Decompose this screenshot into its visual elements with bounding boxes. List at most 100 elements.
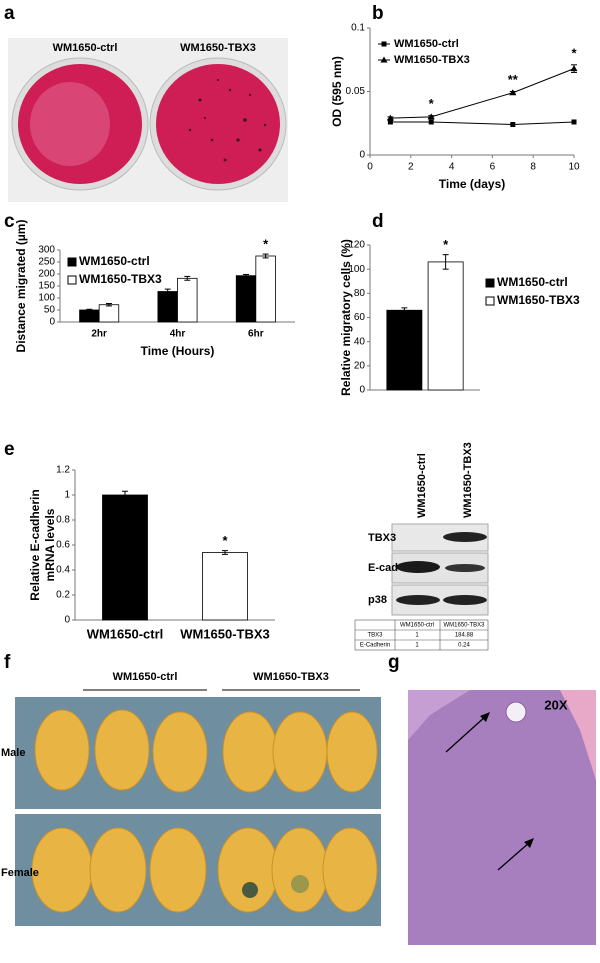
legend-label: WM1650-ctrl bbox=[394, 38, 459, 50]
point bbox=[570, 65, 578, 72]
x-tick-label: WM1650-TBX3 bbox=[180, 626, 270, 641]
y-tick-label: 300 bbox=[38, 245, 55, 256]
table-cell: TBX3 bbox=[367, 633, 383, 639]
y-tick-label: 0.05 bbox=[346, 86, 366, 97]
y-axis-label: Relative migratory cells (%) bbox=[339, 239, 353, 396]
group-label: WM1650-ctrl bbox=[113, 671, 178, 683]
blot bbox=[391, 523, 489, 616]
table-cell: 1 bbox=[415, 643, 419, 649]
legend-label: WM1650-TBX3 bbox=[79, 272, 162, 286]
x-tick-label: 4 bbox=[449, 162, 455, 173]
y-tick-label: 1 bbox=[64, 490, 70, 501]
group-label: WM1650-TBX3 bbox=[253, 671, 329, 683]
y-tick-label: 250 bbox=[38, 257, 55, 268]
bar bbox=[177, 277, 198, 323]
point bbox=[509, 89, 517, 96]
y-tick-label: 0 bbox=[49, 317, 55, 328]
series-line bbox=[390, 68, 575, 119]
significance: * bbox=[222, 533, 228, 548]
point bbox=[428, 119, 434, 125]
panel-letter: b bbox=[372, 3, 384, 24]
x-tick-label: 4hr bbox=[170, 329, 186, 340]
bar bbox=[102, 494, 148, 621]
lane-label: WM1650-TBX3 bbox=[462, 442, 474, 518]
y-tick-label: 120 bbox=[348, 240, 365, 251]
x-axis-label: Time (Hours) bbox=[141, 344, 215, 358]
bar bbox=[202, 552, 248, 621]
legend-swatch bbox=[67, 257, 77, 267]
table-cell: E-Cadherin bbox=[360, 643, 390, 649]
bar bbox=[386, 309, 423, 391]
bar bbox=[79, 309, 100, 323]
y-tick-label: 40 bbox=[354, 336, 366, 347]
bar bbox=[98, 304, 120, 323]
y-tick-label: 0.8 bbox=[56, 515, 70, 526]
significance: * bbox=[571, 45, 577, 60]
panel-letter: a bbox=[4, 3, 15, 24]
x-tick-label: 10 bbox=[568, 162, 580, 173]
panel-letter: g bbox=[388, 652, 400, 673]
x-tick-label: 2 bbox=[408, 162, 414, 173]
significance: * bbox=[443, 237, 449, 252]
y-tick-label: 100 bbox=[348, 264, 365, 275]
y-tick-label: 0.4 bbox=[56, 565, 70, 576]
table-cell: 0.24 bbox=[458, 643, 470, 649]
table-header: WM1650-TBX3 bbox=[443, 623, 485, 629]
legend-label: WM1650-ctrl bbox=[497, 275, 568, 289]
y-tick-label: 20 bbox=[354, 360, 366, 371]
series-line bbox=[390, 121, 575, 126]
panel-letter: e bbox=[4, 439, 15, 460]
row-label: Male bbox=[1, 747, 25, 759]
legend-marker bbox=[381, 41, 387, 47]
significance: ** bbox=[508, 72, 519, 87]
y-tick-label: 0.2 bbox=[56, 590, 70, 601]
legend-label: WM1650-TBX3 bbox=[497, 293, 580, 307]
y-tick-label: 150 bbox=[38, 281, 55, 292]
x-tick-label: 6 bbox=[490, 162, 496, 173]
dish-label: WM1650-TBX3 bbox=[180, 42, 256, 54]
legend-label: WM1650-TBX3 bbox=[394, 54, 470, 66]
legend-swatch bbox=[67, 275, 77, 285]
x-tick-label: 8 bbox=[530, 162, 536, 173]
y-axis-label: Relative E-cadherin bbox=[28, 489, 42, 600]
y-tick-label: 0 bbox=[359, 385, 365, 396]
y-tick-label: 80 bbox=[354, 288, 366, 299]
y-tick-label: 0 bbox=[359, 150, 365, 161]
blot-row-label: E-cad bbox=[368, 562, 398, 574]
magnification-label: 20X bbox=[544, 697, 567, 712]
y-axis-label: OD (595 nm) bbox=[330, 56, 344, 127]
legend-marker bbox=[380, 56, 388, 63]
legend-label: WM1650-ctrl bbox=[79, 254, 150, 268]
point bbox=[386, 114, 394, 121]
lane-label: WM1650-ctrl bbox=[416, 453, 428, 518]
blot-row-label: TBX3 bbox=[368, 532, 396, 544]
x-tick-label: WM1650-ctrl bbox=[87, 626, 164, 641]
row-label: Female bbox=[1, 867, 39, 879]
mouse-photo bbox=[15, 697, 381, 926]
histology-image bbox=[408, 690, 596, 945]
table-cell: 184.88 bbox=[455, 633, 474, 639]
x-axis-label: Time (days) bbox=[439, 177, 505, 191]
y-axis-label: Distance migrated (µm) bbox=[14, 220, 28, 353]
point bbox=[510, 122, 516, 128]
legend-swatch bbox=[485, 278, 495, 288]
x-tick-label: 0 bbox=[367, 162, 373, 173]
point bbox=[427, 113, 435, 120]
y-tick-label: 50 bbox=[44, 305, 56, 316]
y-tick-label: 200 bbox=[38, 269, 55, 280]
point bbox=[387, 119, 393, 125]
significance: * bbox=[263, 237, 269, 252]
blot-table bbox=[354, 619, 489, 651]
y-tick-label: 0 bbox=[64, 615, 70, 626]
blot-row-label: p38 bbox=[368, 594, 387, 606]
dish-photo bbox=[8, 38, 288, 202]
y-tick-label: 100 bbox=[38, 293, 55, 304]
y-tick-label: 60 bbox=[354, 312, 366, 323]
point bbox=[571, 119, 577, 125]
table-header: WM1650-ctrl bbox=[400, 623, 434, 629]
y-tick-label: 0.1 bbox=[351, 23, 365, 34]
bar bbox=[255, 255, 276, 323]
legend-swatch bbox=[485, 296, 495, 306]
dish-label: WM1650-ctrl bbox=[53, 42, 118, 54]
